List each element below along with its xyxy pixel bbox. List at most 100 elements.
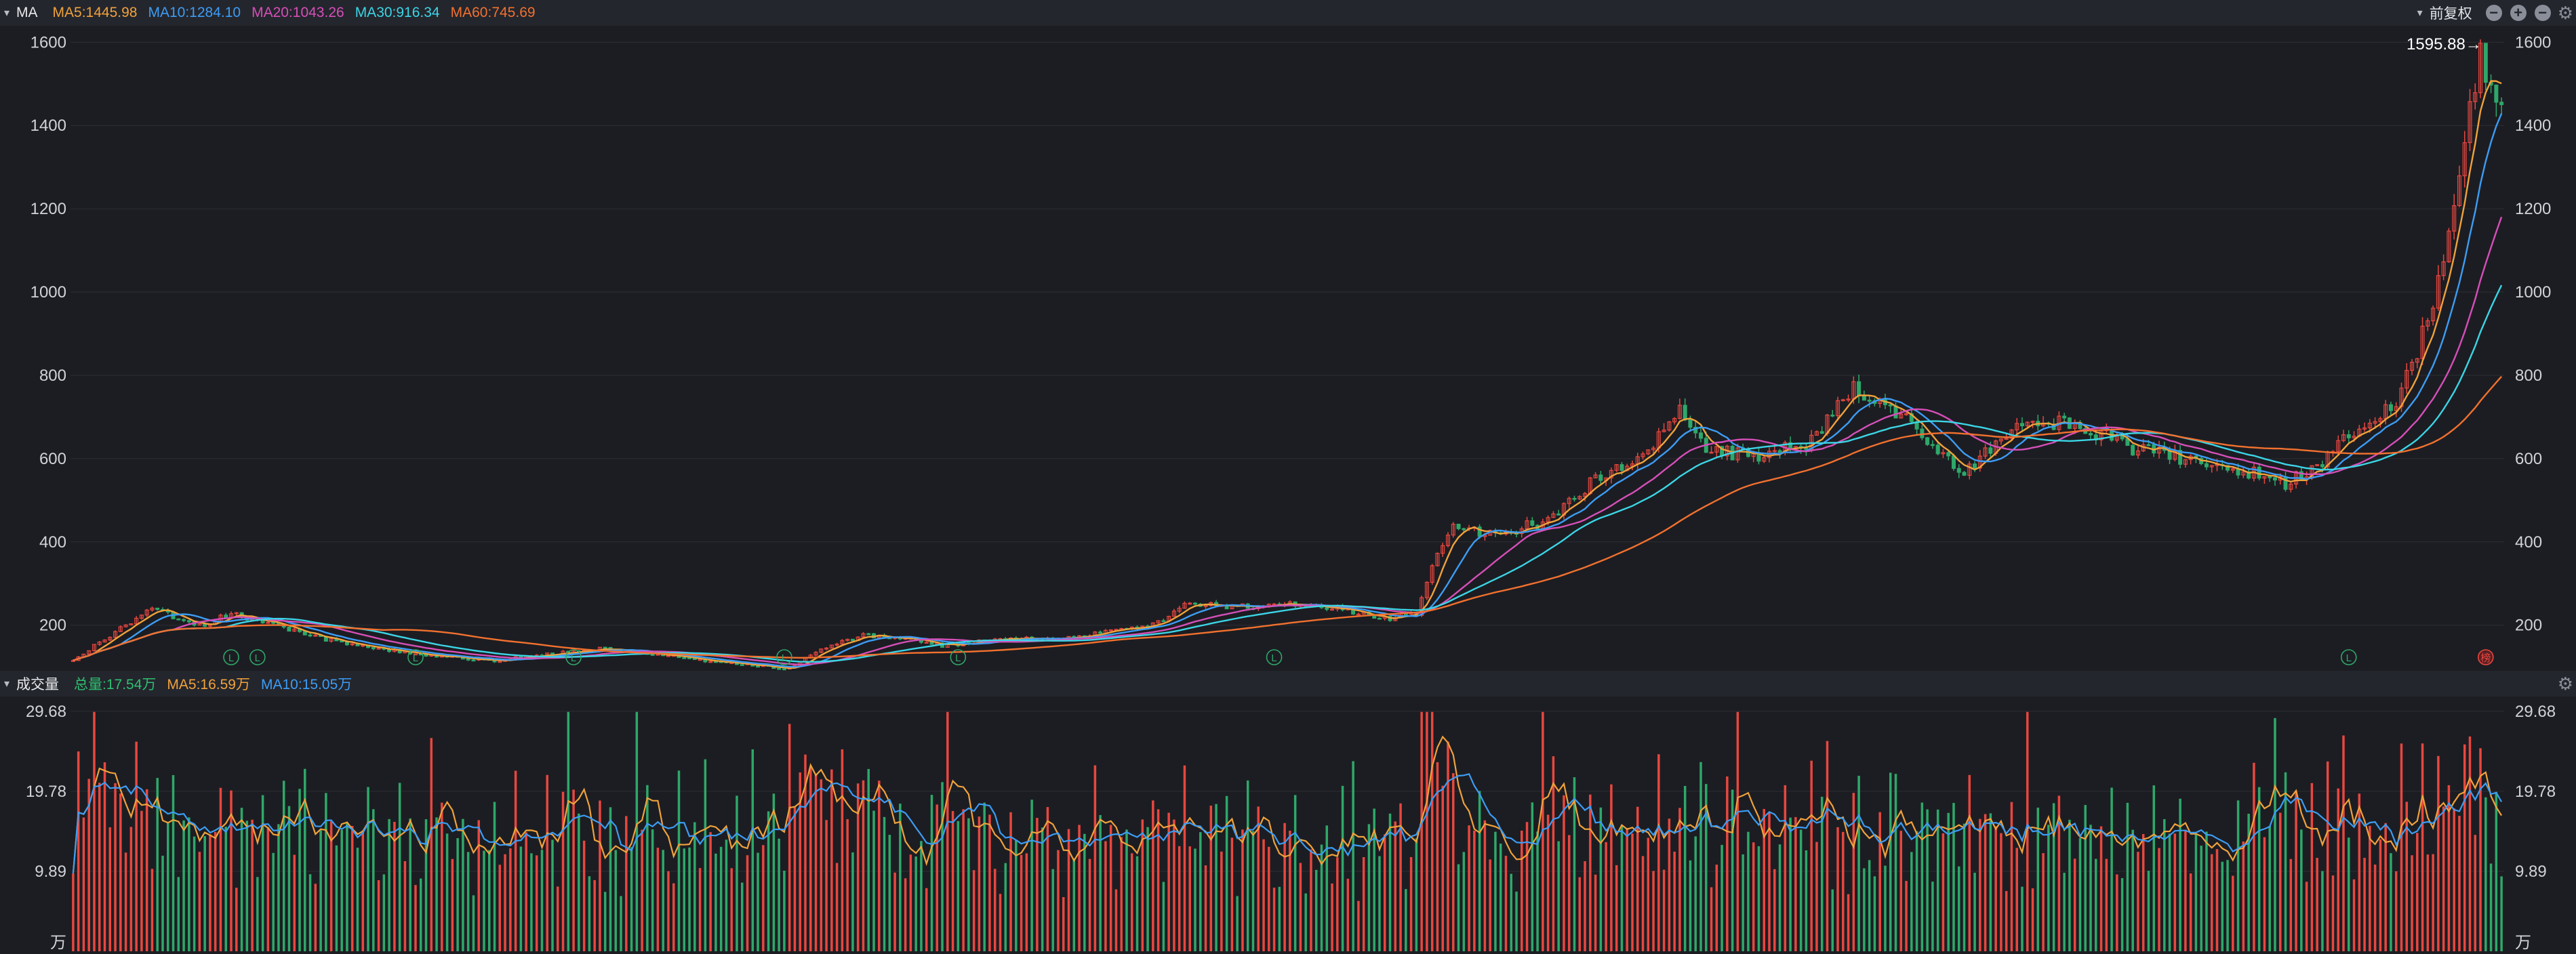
vol-tick-label-right: 29.68 (2515, 703, 2556, 721)
volume-bar (878, 781, 881, 951)
volume-bar (2173, 833, 2177, 951)
price-chart[interactable]: 200 200 400 400 600 600 800 800 1000 1000 1200 1200… (0, 26, 2576, 671)
volume-bar (603, 892, 607, 951)
volume-bar (1742, 854, 1744, 951)
candle-body (1667, 421, 1672, 431)
candle-body (1698, 432, 1703, 439)
legend-ma20: MA20:1043.26 (251, 5, 344, 20)
volume-bar (1051, 869, 1054, 951)
volume-bar (1378, 856, 1381, 951)
volume-bar (1478, 791, 1481, 951)
candle-body (2226, 465, 2230, 471)
vol-unit-label-right: 万 (2515, 934, 2531, 952)
volume-chart[interactable]: 9.89 9.89 19.78 19.78 29.68 29.68 万 万 (0, 697, 2576, 954)
minus-circle-icon[interactable]: − (2485, 5, 2502, 21)
volume-bar (820, 779, 823, 951)
volume-bar (557, 886, 559, 951)
candle-body (1372, 615, 1377, 619)
event-marker: L (1266, 649, 1283, 665)
chevron-down-icon[interactable]: ▾ (4, 7, 10, 19)
volume-bar (772, 793, 776, 951)
chevron-down-icon[interactable]: ▾ (4, 678, 10, 690)
volume-bar (1036, 818, 1039, 951)
volume-bar (999, 894, 1002, 951)
y-tick-label-right: 200 (2515, 617, 2542, 635)
volume-bar (282, 781, 285, 951)
volume-indicator-selector[interactable]: ▾ 成交量 (4, 673, 59, 694)
gear-icon[interactable]: ⚙ (2557, 2, 2573, 23)
marker-symbol: L (1271, 652, 1276, 664)
volume-bar (1747, 831, 1750, 951)
candle-body (1530, 520, 1535, 526)
candle-body (1108, 629, 1113, 631)
candle-body (234, 612, 239, 615)
volume-bar (2232, 875, 2234, 951)
volume-bar (1041, 827, 1044, 951)
volume-bar (935, 804, 939, 951)
candle-body (2157, 447, 2162, 454)
volume-bar (883, 816, 886, 951)
legend-ma60: MA60:745.69 (450, 5, 536, 20)
volume-bar (578, 813, 580, 951)
volume-bar (488, 850, 491, 951)
ma-line-ma5 (73, 80, 2502, 669)
candle-body (1762, 457, 1767, 462)
volume-bar (403, 860, 407, 951)
candle-body (2089, 433, 2093, 436)
candle-body (2388, 404, 2393, 411)
volume-bar (198, 852, 201, 951)
candle-body (2447, 230, 2451, 262)
volume-bar (609, 807, 612, 951)
candle-body (1641, 453, 1645, 457)
volume-bar (625, 816, 628, 951)
candle-body (1904, 413, 1909, 415)
volume-bar (751, 749, 754, 951)
y-tick-label-right: 1200 (2515, 200, 2551, 218)
volume-bar (925, 888, 928, 951)
volume-bar (1215, 804, 1217, 951)
candle-body (2452, 205, 2457, 232)
volume-bar (325, 793, 327, 951)
volume-bar (1067, 829, 1070, 951)
candle-body (740, 664, 744, 666)
rank-marker: 榜 (2478, 649, 2494, 665)
volume-bar (2242, 841, 2245, 951)
volume-bar (2426, 854, 2430, 951)
volume-bar (1278, 886, 1281, 951)
volume-indicator-name: 成交量 (16, 677, 60, 692)
volume-bar (1836, 827, 1839, 951)
candle-body (2299, 471, 2303, 480)
adjust-selector[interactable]: ▾ 前复权 (2417, 3, 2472, 23)
candle-body (1462, 528, 1466, 531)
volume-bar (1289, 830, 1291, 951)
indicator-selector[interactable]: ▾ MA (4, 5, 38, 21)
candle-body (1356, 613, 1361, 616)
minus-circle-icon[interactable]: − (2534, 5, 2551, 21)
volume-bar (2073, 858, 2076, 951)
volume-bar (1936, 809, 1939, 951)
candle-body (1946, 452, 1951, 457)
chevron-down-icon[interactable]: ▾ (2417, 7, 2423, 19)
plus-circle-icon[interactable]: + (2510, 5, 2527, 21)
volume-bar (1578, 877, 1582, 951)
volume-bar (2274, 718, 2276, 951)
volume-bar (98, 783, 101, 951)
volume-bar (346, 822, 348, 951)
volume-bar (466, 852, 470, 951)
volume-bar (1652, 871, 1655, 951)
candle-body (1551, 513, 1556, 518)
volume-bar (361, 830, 365, 951)
candle-body (2062, 415, 2067, 419)
volume-bar (930, 795, 933, 951)
volume-bar (1093, 765, 1097, 951)
volume-bar (2390, 853, 2392, 951)
volume-bar (456, 837, 459, 951)
volume-bar (230, 790, 233, 951)
gear-icon[interactable]: ⚙ (2557, 673, 2573, 694)
candle-body (155, 607, 160, 610)
ma-line-ma10 (73, 113, 2503, 668)
candle-body (1861, 395, 1866, 401)
volume-bar (219, 787, 222, 951)
indicator-name: MA (16, 5, 38, 20)
candle-body (1567, 497, 1571, 504)
